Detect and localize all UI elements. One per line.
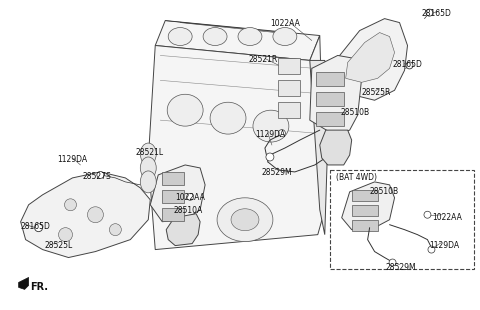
Polygon shape: [148, 36, 325, 250]
Circle shape: [266, 153, 274, 161]
Polygon shape: [338, 19, 408, 100]
Circle shape: [424, 211, 431, 218]
Bar: [352, 205, 378, 216]
Circle shape: [64, 199, 76, 211]
Bar: [352, 190, 378, 201]
Text: 28529M: 28529M: [385, 263, 416, 272]
Polygon shape: [346, 33, 395, 82]
Ellipse shape: [210, 102, 246, 134]
Circle shape: [187, 193, 193, 200]
Text: 1129DA: 1129DA: [430, 241, 459, 250]
Polygon shape: [310, 60, 330, 235]
Bar: [316, 92, 344, 106]
Text: 28510B: 28510B: [370, 187, 399, 196]
Ellipse shape: [217, 198, 273, 241]
Ellipse shape: [273, 28, 297, 46]
Bar: [278, 58, 300, 74]
Bar: [278, 80, 300, 96]
Polygon shape: [19, 277, 29, 290]
Polygon shape: [150, 165, 205, 222]
Polygon shape: [310, 55, 361, 135]
Text: 28165D: 28165D: [393, 60, 422, 69]
Text: 28165D: 28165D: [21, 222, 50, 231]
Text: 28521R: 28521R: [249, 55, 278, 64]
Bar: [162, 190, 184, 203]
Ellipse shape: [140, 157, 156, 179]
Text: 28165D: 28165D: [421, 9, 451, 18]
Ellipse shape: [168, 28, 192, 46]
Polygon shape: [21, 172, 150, 258]
Polygon shape: [320, 130, 352, 165]
Circle shape: [389, 259, 396, 266]
Bar: [162, 208, 184, 221]
Circle shape: [109, 224, 121, 236]
Text: 28525L: 28525L: [45, 241, 73, 250]
Ellipse shape: [231, 209, 259, 231]
Text: 28521L: 28521L: [135, 148, 163, 157]
Bar: [278, 102, 300, 118]
Bar: [162, 172, 184, 185]
Bar: [316, 72, 344, 86]
Text: 28525R: 28525R: [361, 88, 391, 97]
Ellipse shape: [167, 94, 203, 126]
Polygon shape: [155, 20, 320, 60]
Circle shape: [59, 228, 72, 241]
Ellipse shape: [140, 143, 156, 165]
Circle shape: [428, 246, 435, 253]
Bar: [330, 170, 474, 269]
Text: FR.: FR.: [31, 282, 48, 292]
Text: 1022AA: 1022AA: [175, 193, 205, 202]
Ellipse shape: [203, 28, 227, 46]
Circle shape: [426, 9, 433, 16]
Bar: [316, 112, 344, 126]
Text: 28510B: 28510B: [341, 108, 370, 117]
Text: 1129DA: 1129DA: [255, 130, 285, 139]
Circle shape: [87, 207, 103, 223]
Text: (BAT 4WD): (BAT 4WD): [336, 173, 377, 182]
Text: 1022AA: 1022AA: [432, 213, 462, 222]
Circle shape: [97, 171, 104, 178]
Polygon shape: [342, 182, 395, 230]
Text: 1022AA: 1022AA: [270, 19, 300, 28]
Circle shape: [278, 130, 286, 137]
Ellipse shape: [238, 28, 262, 46]
Text: 28510A: 28510A: [173, 206, 203, 215]
Bar: [352, 220, 378, 231]
Text: 28529M: 28529M: [262, 168, 293, 177]
Text: 28527S: 28527S: [83, 172, 111, 181]
Circle shape: [406, 62, 413, 69]
Ellipse shape: [253, 110, 289, 142]
Polygon shape: [166, 214, 200, 246]
Circle shape: [35, 224, 43, 232]
Text: 1129DA: 1129DA: [58, 155, 88, 164]
Ellipse shape: [140, 171, 156, 193]
